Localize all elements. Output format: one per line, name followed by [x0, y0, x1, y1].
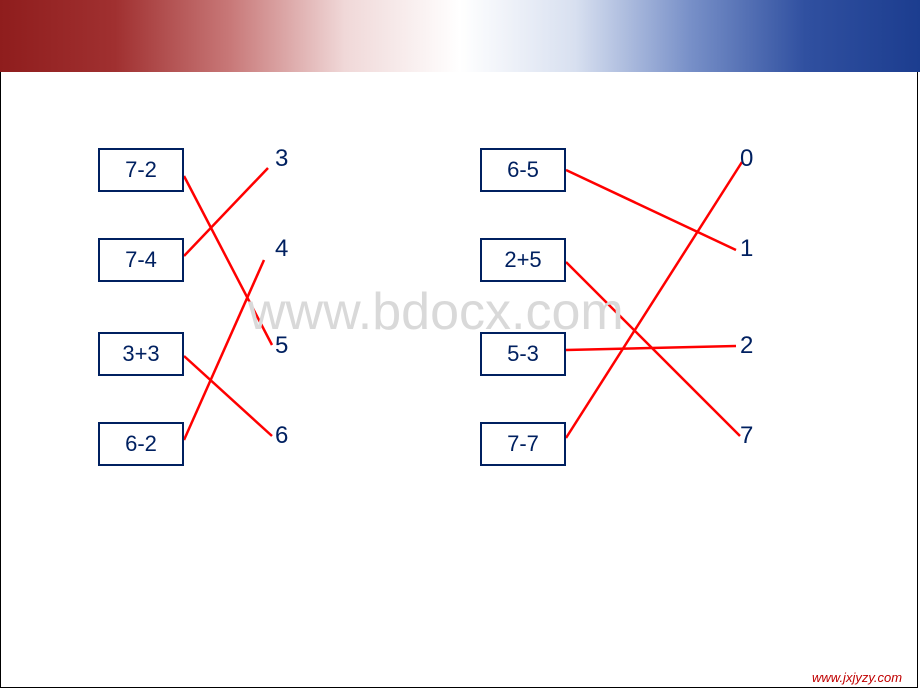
left-equation-box-3: 6-2: [98, 422, 184, 466]
left-equation-box-2: 3+3: [98, 332, 184, 376]
left-answer-3: 6: [275, 422, 288, 450]
left-answer-1: 4: [275, 235, 288, 263]
right-match-line-2: [566, 346, 736, 350]
right-equation-box-3: 7-7: [480, 422, 566, 466]
right-answer-0: 0: [740, 145, 753, 173]
left-match-line-0: [184, 176, 272, 345]
right-answer-1: 1: [740, 235, 753, 263]
right-answer-2: 2: [740, 332, 753, 360]
right-equation-box-2: 5-3: [480, 332, 566, 376]
right-match-line-0: [566, 170, 736, 250]
diagram-content: www.bdocx.com www.jxjyzy.com 7-2 7-4 3+3 6-…: [0, 0, 920, 690]
right-answer-3: 7: [740, 422, 753, 450]
left-equation-box-1: 7-4: [98, 238, 184, 282]
left-equation-box-0: 7-2: [98, 148, 184, 192]
footer-url: www.jxjyzy.com: [812, 670, 902, 685]
right-match-line-1: [566, 262, 740, 436]
right-match-line-3: [566, 162, 742, 438]
watermark-text: www.bdocx.com: [248, 282, 624, 342]
left-answer-2: 5: [275, 332, 288, 360]
left-match-line-2: [184, 356, 272, 436]
right-equation-box-1: 2+5: [480, 238, 566, 282]
left-answer-0: 3: [275, 145, 288, 173]
left-match-line-3: [184, 260, 264, 440]
left-match-line-1: [184, 168, 268, 256]
right-equation-box-0: 6-5: [480, 148, 566, 192]
